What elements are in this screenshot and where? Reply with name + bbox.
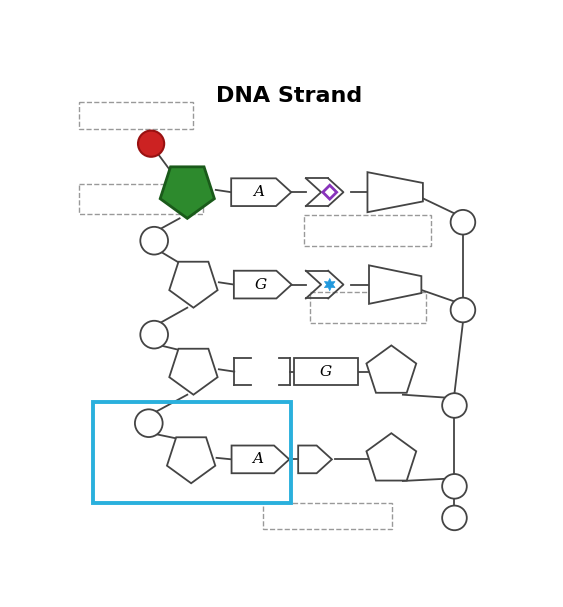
Circle shape (442, 474, 467, 498)
Circle shape (442, 506, 467, 531)
Circle shape (140, 320, 168, 348)
Bar (293, 358, 358, 385)
Bar (79, 185, 203, 214)
Text: G: G (254, 277, 266, 291)
Polygon shape (169, 262, 218, 308)
Polygon shape (167, 437, 215, 483)
Polygon shape (369, 265, 421, 304)
Text: A: A (253, 185, 265, 199)
Polygon shape (231, 446, 289, 473)
Polygon shape (367, 433, 416, 481)
Polygon shape (160, 167, 215, 219)
Bar (305, 215, 431, 246)
Text: DNA Strand: DNA Strand (216, 86, 362, 106)
Polygon shape (324, 279, 335, 291)
Bar (310, 293, 426, 323)
Circle shape (138, 131, 164, 157)
Bar (79, 102, 194, 129)
Text: G: G (320, 365, 332, 379)
Bar (263, 503, 392, 529)
Bar (92, 402, 291, 503)
Polygon shape (234, 271, 292, 299)
Polygon shape (298, 446, 332, 473)
Circle shape (450, 297, 475, 322)
Polygon shape (367, 345, 416, 393)
Polygon shape (169, 349, 218, 395)
Circle shape (135, 409, 163, 437)
Polygon shape (231, 178, 291, 206)
Text: A: A (253, 452, 263, 466)
Polygon shape (368, 172, 423, 212)
Circle shape (450, 210, 475, 234)
Circle shape (442, 393, 467, 418)
Circle shape (140, 227, 168, 254)
